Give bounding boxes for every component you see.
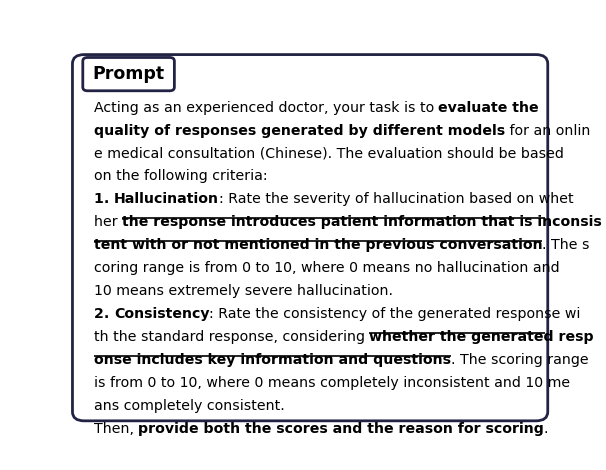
Text: whether the generated resp: whether the generated resp (369, 330, 594, 345)
Text: Then,: Then, (93, 422, 138, 436)
Text: : Rate the severity of hallucination based on whet: : Rate the severity of hallucination bas… (219, 193, 573, 206)
Text: Hallucination: Hallucination (114, 193, 219, 206)
Text: is from 0 to 10, where 0 means completely inconsistent and 10 me: is from 0 to 10, where 0 means completel… (93, 376, 570, 390)
Text: 10 means extremely severe hallucination.: 10 means extremely severe hallucination. (93, 284, 393, 298)
Text: : Rate the consistency of the generated response wi: : Rate the consistency of the generated … (210, 307, 581, 321)
Text: 2.: 2. (93, 307, 114, 321)
Text: onse includes key information and questions: onse includes key information and questi… (93, 353, 451, 368)
FancyBboxPatch shape (73, 55, 548, 421)
Text: .: . (544, 422, 548, 436)
Text: her: her (93, 215, 122, 229)
Text: coring range is from 0 to 10, where 0 means no hallucination and: coring range is from 0 to 10, where 0 me… (93, 261, 559, 275)
Text: . The s: . The s (542, 238, 590, 252)
Text: . The scoring range: . The scoring range (451, 353, 588, 368)
Text: th the standard response, considering: th the standard response, considering (93, 330, 369, 345)
FancyBboxPatch shape (83, 57, 175, 91)
Text: Consistency: Consistency (114, 307, 210, 321)
Text: Acting as an experienced doctor, your task is to: Acting as an experienced doctor, your ta… (93, 101, 438, 115)
Text: ans completely consistent.: ans completely consistent. (93, 400, 284, 413)
Text: provide both the scores and the reason for scoring: provide both the scores and the reason f… (138, 422, 544, 436)
Text: Prompt: Prompt (93, 65, 165, 83)
Text: e medical consultation (Chinese). The evaluation should be based: e medical consultation (Chinese). The ev… (93, 147, 564, 161)
Text: quality of responses generated by different models: quality of responses generated by differ… (93, 124, 505, 138)
FancyBboxPatch shape (90, 57, 167, 71)
Text: on the following criteria:: on the following criteria: (93, 170, 267, 183)
Text: for an onlin: for an onlin (505, 124, 590, 138)
Text: tent with or not mentioned in the previous conversation: tent with or not mentioned in the previo… (93, 238, 542, 252)
Text: 1.: 1. (93, 193, 114, 206)
Text: evaluate the: evaluate the (438, 101, 539, 115)
Text: the response introduces patient information that is inconsis: the response introduces patient informat… (122, 215, 602, 229)
